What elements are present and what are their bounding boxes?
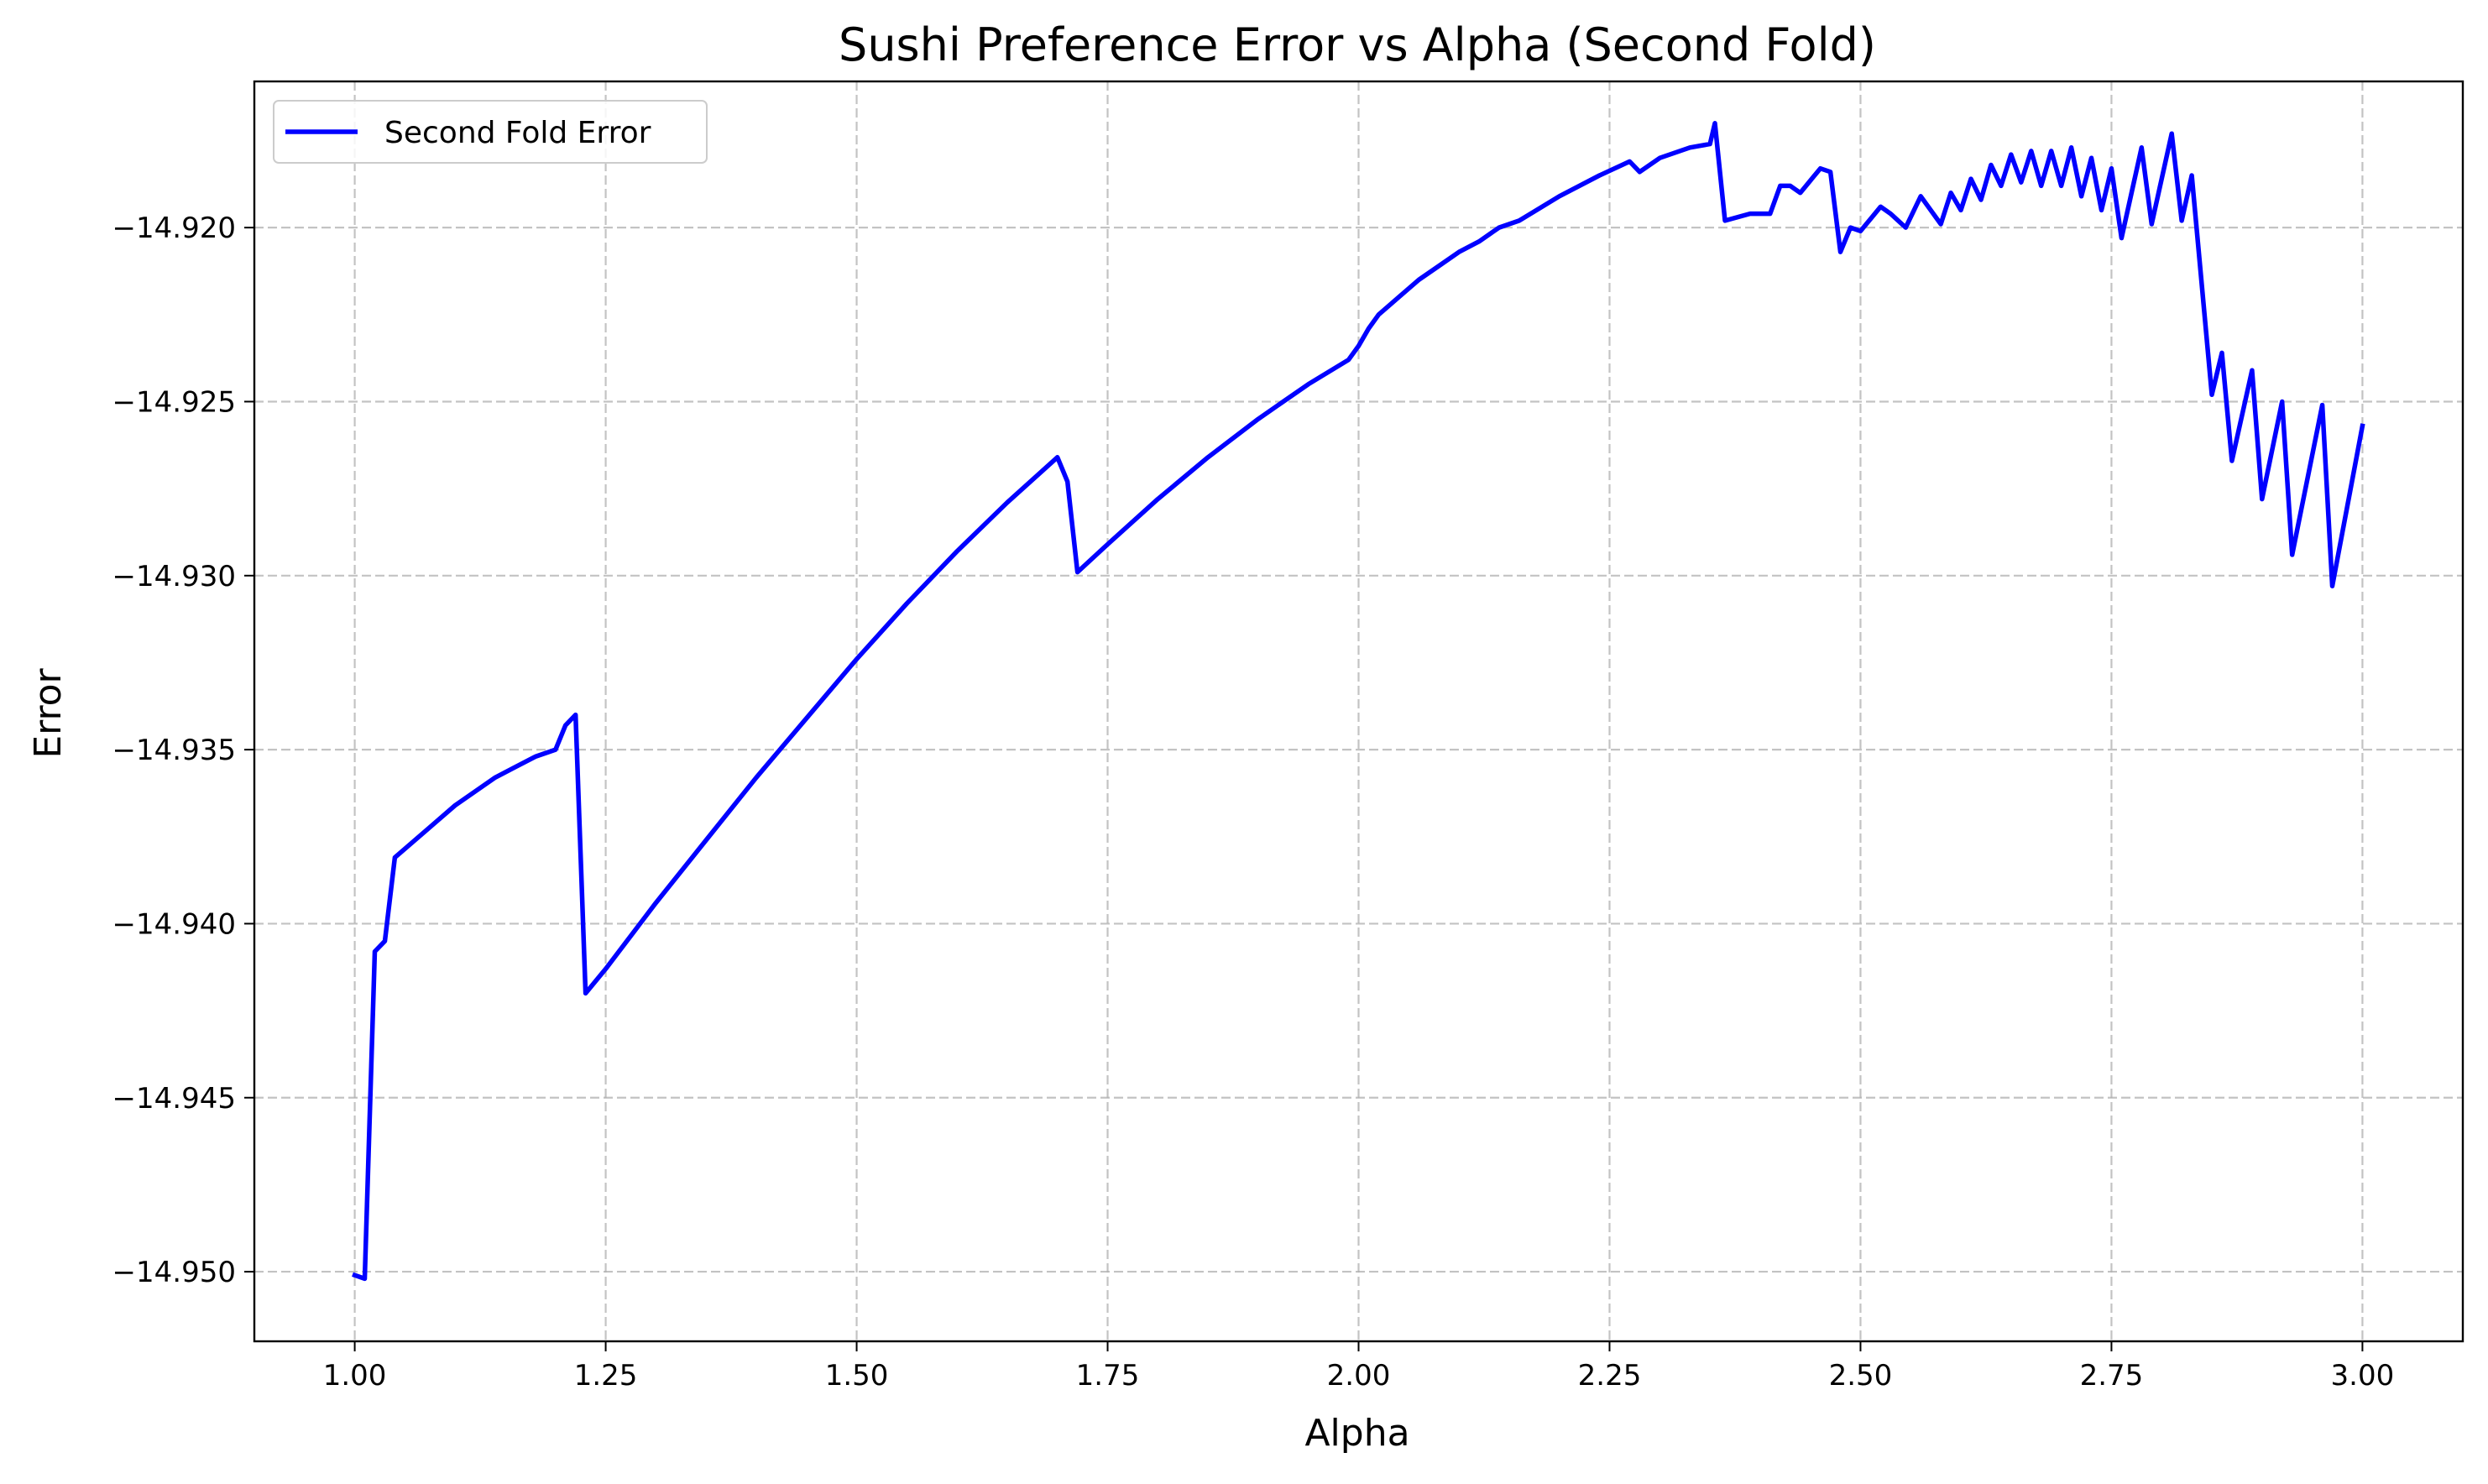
series-line	[352, 121, 2365, 1282]
x-tick-label: 2.50	[1829, 1359, 1893, 1393]
legend-box	[273, 100, 708, 164]
x-axis-ticks: 1.00 1.25 1.50 1.75 2.00 2.25 2.50 2.75 3.00	[323, 1341, 2395, 1393]
x-tick-label: 3.00	[2331, 1359, 2395, 1393]
x-tick-label: 2.25	[1578, 1359, 1642, 1393]
x-tick-label: 1.75	[1076, 1359, 1140, 1393]
y-axis-title: Error	[27, 667, 70, 758]
y-tick-label: −14.945	[112, 1082, 236, 1116]
x-tick-label: 1.25	[574, 1359, 638, 1393]
x-tick-label: 2.75	[2080, 1359, 2144, 1393]
y-tick-label: −14.940	[112, 907, 236, 941]
y-axis-ticks: −14.950 −14.945 −14.940 −14.935 −14.930 −14.9…	[112, 212, 254, 1289]
y-tick-label: −14.920	[112, 212, 236, 245]
x-tick-label: 1.00	[323, 1359, 387, 1393]
y-tick-label: −14.935	[112, 734, 236, 767]
legend-label: Second Fold Error	[384, 116, 651, 150]
grid	[254, 81, 2463, 1341]
y-tick-label: −14.950	[112, 1256, 236, 1289]
y-tick-label: −14.925	[112, 385, 236, 419]
x-tick-label: 2.00	[1327, 1359, 1391, 1393]
x-axis-title: Alpha	[1304, 1412, 1409, 1455]
legend: Second Fold Error	[273, 100, 708, 164]
series-lines	[352, 121, 2365, 1282]
x-tick-label: 1.50	[825, 1359, 889, 1393]
y-tick-label: −14.930	[112, 560, 236, 593]
chart-title: Sushi Preference Error vs Alpha (Second …	[839, 18, 1876, 71]
